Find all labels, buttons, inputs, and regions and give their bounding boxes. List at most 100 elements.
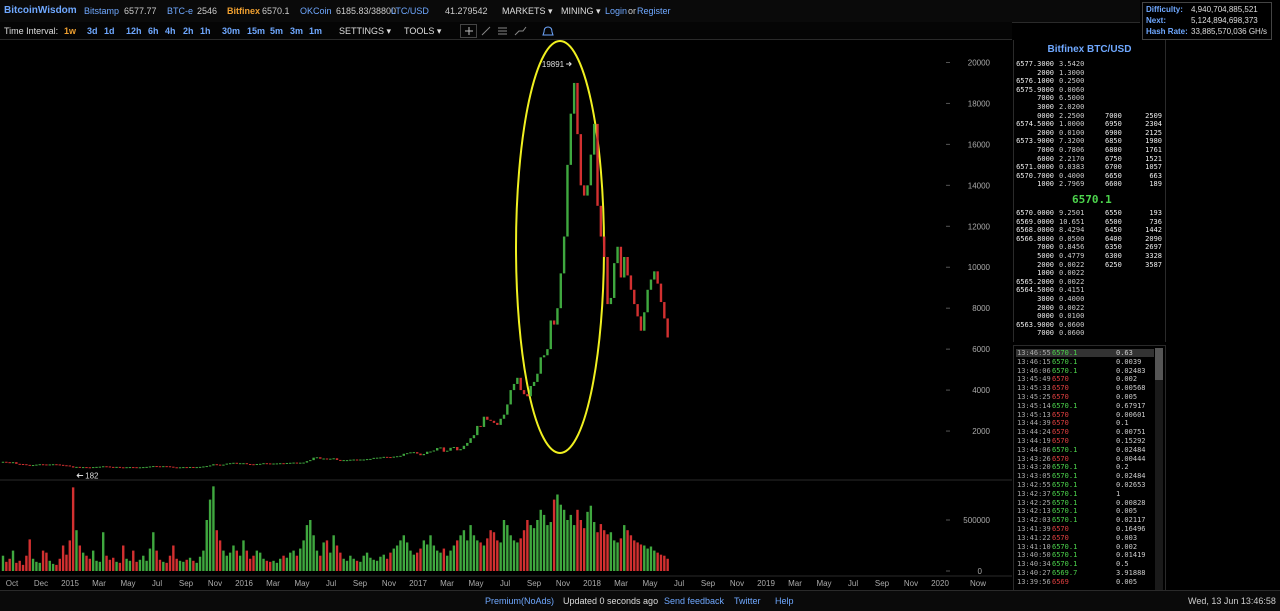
candle <box>349 459 352 461</box>
trade-price: 6570.1 <box>1052 366 1078 375</box>
book-price: 6565.2000 <box>1016 277 1054 286</box>
ticker-name[interactable]: LTC/USD <box>391 6 429 16</box>
candle <box>542 355 546 358</box>
candle <box>552 320 556 325</box>
candle <box>205 466 208 468</box>
pen-tool[interactable] <box>514 26 527 36</box>
markets-menu[interactable]: MARKETS ▾ <box>502 6 553 16</box>
candle <box>449 447 452 451</box>
logo[interactable]: BitcoinWisdom <box>4 5 77 16</box>
candle <box>469 438 472 443</box>
trade-price: 6570.1 <box>1052 357 1078 366</box>
trade-price: 6570 <box>1052 533 1069 542</box>
highlight-ellipse <box>515 40 605 454</box>
y-tick-label: 16000 <box>968 140 991 149</box>
interval-button[interactable]: 3d <box>87 26 98 36</box>
candle <box>71 466 75 468</box>
interval-button[interactable]: 1d <box>104 26 115 36</box>
mining-label[interactable]: MINING <box>561 6 594 16</box>
candle <box>412 452 416 454</box>
candle <box>315 457 319 459</box>
candle <box>279 463 282 465</box>
candle <box>492 420 496 423</box>
book-amount: 10.651 <box>1059 217 1085 226</box>
interval-label: Time Interval: <box>4 26 59 36</box>
settings-label[interactable]: SETTINGS <box>339 26 385 36</box>
volume-bar <box>626 530 629 571</box>
interval-button[interactable]: 15m <box>247 26 266 36</box>
ticker-name[interactable]: BTC-e <box>167 6 194 16</box>
candle <box>606 257 609 305</box>
candle <box>619 246 623 278</box>
volume-bar <box>522 530 526 571</box>
volume-bar <box>643 545 646 571</box>
candle <box>666 318 669 338</box>
candle <box>5 461 8 463</box>
ticker-name[interactable]: OKCoin <box>300 6 332 16</box>
candle <box>255 464 259 466</box>
candle <box>218 464 222 466</box>
interval-button[interactable]: 30m <box>222 26 241 36</box>
line-tool[interactable] <box>481 26 491 36</box>
book-price: 6573.9000 <box>1016 137 1054 146</box>
login-link[interactable]: Login <box>605 6 628 16</box>
trade-time: 13:43:05 <box>1017 472 1051 481</box>
candle <box>482 416 486 427</box>
interval-button[interactable]: 12h <box>126 26 142 36</box>
price-chart: 2000 4000 6000 8000 10000 12000 14000 16000 1800… <box>0 40 1012 588</box>
volume-bar <box>369 557 372 571</box>
draw-tools[interactable] <box>460 24 560 38</box>
footer-link[interactable]: Twitter <box>734 596 761 606</box>
volume-bar <box>91 550 95 571</box>
footer-link[interactable]: Help <box>775 596 794 606</box>
interval-button[interactable]: 4h <box>165 26 176 36</box>
footer-link[interactable]: Premium(NoAds) <box>485 596 555 606</box>
settings-menu[interactable]: SETTINGS ▾ <box>339 26 392 36</box>
interval-button[interactable]: 3m <box>290 26 304 36</box>
cross-tool[interactable] <box>465 27 473 35</box>
trade-price: 6570.1 <box>1052 472 1078 481</box>
interval-button[interactable]: 1h <box>200 26 211 36</box>
candle <box>526 394 529 397</box>
candle <box>295 462 299 464</box>
candle <box>265 463 269 465</box>
alert-bell[interactable] <box>542 26 554 36</box>
footer-link[interactable]: Send feedback <box>664 596 725 606</box>
depth-total: 2090 <box>1145 234 1162 243</box>
scroll-thumb[interactable] <box>1155 348 1163 380</box>
book-amount: 8.4294 <box>1059 226 1085 235</box>
candle <box>579 134 583 186</box>
trade-amount: 0.00568 <box>1116 384 1146 393</box>
volume-bar <box>265 560 269 571</box>
markets-label[interactable]: MARKETS <box>502 6 546 16</box>
volume-bar <box>315 550 319 571</box>
book-amount: 0.0500 <box>1059 234 1085 243</box>
ticker-name[interactable]: Bitfinex <box>227 6 261 16</box>
volume-bar <box>552 499 556 571</box>
depth-total: 3328 <box>1145 252 1162 260</box>
interval-button[interactable]: 1w <box>64 26 77 36</box>
volume-bar <box>178 560 182 571</box>
fib-tool[interactable] <box>498 27 507 35</box>
ticker-name[interactable]: Bitstamp <box>84 6 120 16</box>
trade-price: 6570.1 <box>1052 560 1078 569</box>
interval-button[interactable]: 5m <box>270 26 284 36</box>
tools-label[interactable]: TOOLS <box>404 26 435 36</box>
volume-bar <box>289 552 292 571</box>
tools-menu[interactable]: TOOLS ▾ <box>404 26 442 36</box>
trade-price: 6570 <box>1052 393 1069 401</box>
trade-price: 6570.1 <box>1052 498 1078 507</box>
interval-button[interactable]: 1m <box>309 26 323 36</box>
candle <box>472 435 476 439</box>
register-link[interactable]: Register <box>637 6 671 16</box>
interval-button[interactable]: 6h <box>148 26 159 36</box>
volume-bar <box>65 554 68 571</box>
candle <box>208 465 212 467</box>
volume-bar <box>168 555 172 571</box>
candle <box>112 466 115 468</box>
interval-button[interactable]: 2h <box>183 26 194 36</box>
mining-menu[interactable]: MINING ▾ <box>561 6 601 16</box>
scrollbar[interactable] <box>1155 348 1163 590</box>
volume-bar <box>549 522 552 571</box>
volume-bar <box>71 487 75 571</box>
